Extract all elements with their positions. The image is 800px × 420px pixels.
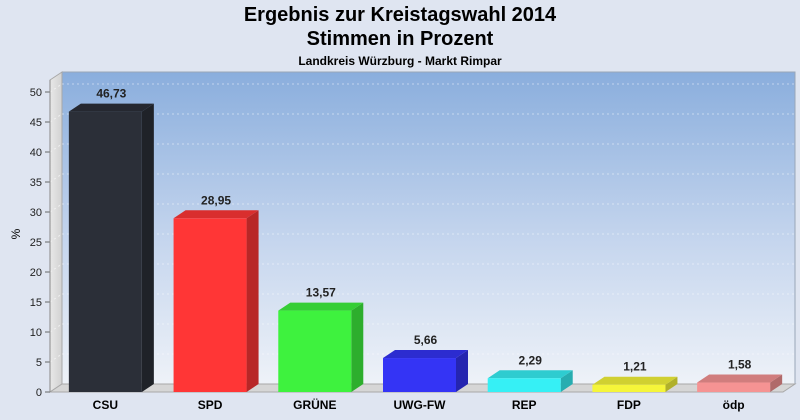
bar-front [697, 382, 771, 392]
bar-side [456, 350, 468, 392]
chart-title-line2: Stimmen in Prozent [306, 28, 494, 50]
bar-csu [68, 103, 154, 393]
y-tick-label: 25 [30, 237, 42, 249]
bar-side [141, 103, 154, 393]
data-label: 46,73 [96, 87, 126, 101]
bar-front [487, 378, 561, 392]
bar-ödp [697, 374, 783, 392]
x-tick-label: CSU [93, 398, 118, 412]
chart-subtitle: Landkreis Würzburg - Markt Rimpar [298, 54, 502, 68]
y-tick-label: 50 [30, 87, 42, 99]
bar-front [68, 111, 142, 393]
bar-top [592, 376, 678, 385]
bar-fdp [592, 376, 678, 392]
bar-rep [487, 370, 573, 392]
x-tick-label: FDP [617, 398, 641, 412]
y-tick-label: 0 [36, 387, 42, 399]
data-label: 1,21 [623, 360, 647, 374]
y-tick-label: 40 [30, 147, 42, 159]
y-tick-label: 45 [30, 117, 42, 129]
x-tick-label: REP [512, 398, 537, 412]
data-label: 13,57 [306, 286, 336, 300]
bar-front [383, 358, 456, 392]
bar-side [560, 370, 573, 392]
bar-top [383, 350, 468, 359]
x-tick-label: GRÜNE [293, 397, 336, 412]
bar-uwg-fw [383, 350, 468, 392]
y-tick-label: 30 [30, 207, 42, 219]
bar-side [770, 374, 783, 392]
data-label: 2,29 [519, 353, 543, 367]
x-tick-label: ödp [723, 398, 745, 412]
y-axis-label: % [9, 228, 23, 239]
bar-top [68, 103, 154, 112]
x-tick-label: SPD [198, 398, 223, 412]
bar-front [173, 218, 247, 392]
data-label: 28,95 [201, 193, 231, 207]
data-label: 5,66 [414, 333, 438, 347]
y-tick-label: 5 [36, 357, 42, 369]
plot-left-wall [49, 71, 63, 393]
data-label: 1,58 [728, 358, 752, 372]
y-tick-label: 20 [30, 267, 42, 279]
y-tick-label: 15 [30, 297, 42, 309]
bar-spd [173, 210, 259, 392]
bar-top [697, 374, 783, 383]
bar-top [487, 370, 573, 379]
bar-top [173, 210, 259, 219]
bar-front [592, 384, 666, 392]
bar-side [246, 210, 259, 392]
bar-grüne [278, 302, 364, 392]
bar-front [278, 310, 352, 392]
bar-side [665, 376, 678, 392]
y-tick-label: 35 [30, 177, 42, 189]
chart-title: Ergebnis zur Kreistagswahl 2014 [243, 4, 557, 26]
bar-side [351, 302, 364, 392]
x-tick-label: UWG-FW [394, 398, 447, 412]
y-tick-label: 10 [30, 327, 42, 339]
bar-top [278, 302, 364, 311]
